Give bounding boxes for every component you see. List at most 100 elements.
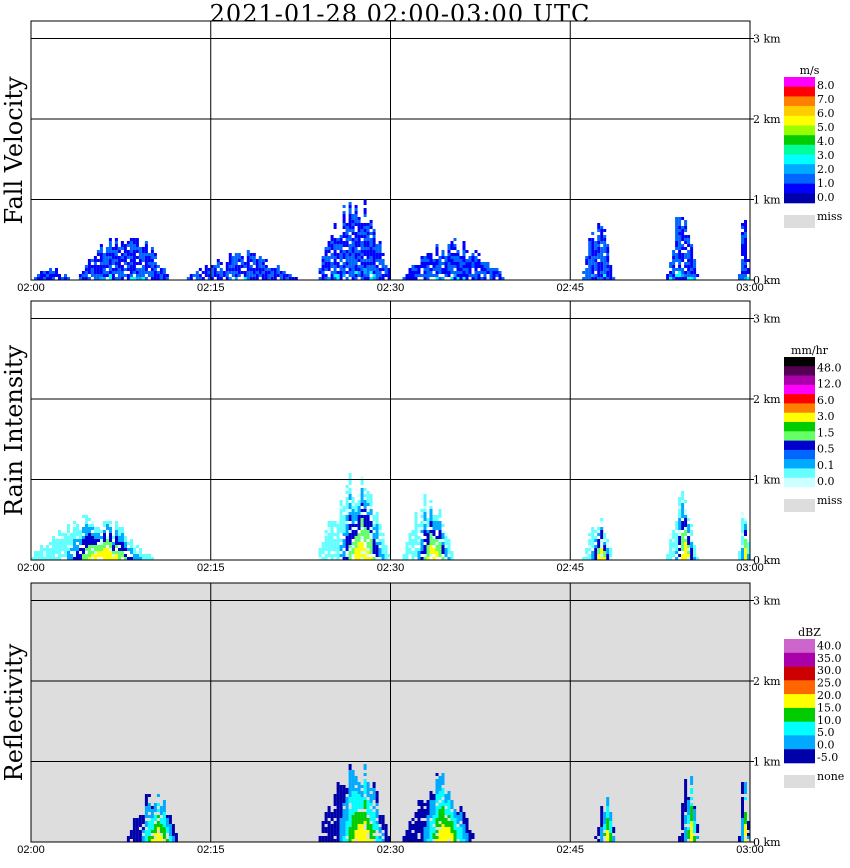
colorbar-swatch xyxy=(784,193,815,203)
colorbar-swatch xyxy=(784,366,815,376)
time-tick-label: 02:00 xyxy=(17,844,45,856)
colorbar-missing-swatch xyxy=(784,215,815,228)
colorbar-swatch xyxy=(784,478,815,488)
colorbar-swatch xyxy=(784,135,815,145)
time-tick-label: 02:00 xyxy=(17,562,45,574)
colorbar-swatch xyxy=(784,413,815,423)
colorbar-swatch xyxy=(784,680,815,694)
colorbar-label: 4.0 xyxy=(817,135,835,148)
colorbar-missing-swatch xyxy=(784,499,815,512)
colorbar-label: 6.0 xyxy=(817,394,835,407)
colorbar-unit: mm/hr xyxy=(791,344,829,357)
y-axis-label: Reflectivity xyxy=(0,643,28,781)
colorbar-label: 5.0 xyxy=(817,726,835,739)
colorbar-swatch xyxy=(784,174,815,184)
colorbar-label: 0.0 xyxy=(817,739,835,752)
colorbar-unit: m/s xyxy=(800,64,820,77)
mrr-timeheight-figure: 3 km2 km1 km0 km02:00 02:15 02:30 02:45 03:0… xyxy=(0,0,850,868)
colorbar-label: 20.0 xyxy=(817,689,842,702)
colorbar-swatch xyxy=(784,145,815,155)
colorbar-label: 3.0 xyxy=(817,410,835,423)
colorbar-swatch xyxy=(784,653,815,667)
time-tick-label: 02:45 xyxy=(556,282,584,294)
colorbar-swatch xyxy=(784,431,815,441)
time-tick-label: 02:30 xyxy=(377,844,405,856)
colorbar-swatch xyxy=(784,722,815,736)
colorbar-label: 0.0 xyxy=(817,475,835,488)
colorbar-swatch xyxy=(784,749,815,763)
colorbar-label: 35.0 xyxy=(817,652,842,665)
height-tick-label: 2 km xyxy=(753,675,781,688)
time-tick-label: 02:00 xyxy=(17,282,45,294)
colorbar-swatch xyxy=(784,694,815,708)
height-tick-label: 1 km xyxy=(753,194,781,207)
colorbar-label: 5.0 xyxy=(817,121,835,134)
colorbar-swatch xyxy=(784,77,815,87)
time-tick-label: 02:45 xyxy=(556,844,584,856)
panel-reflectivity: 3 km2 km1 km0 km02:00 02:15 02:30 02:45 03:0… xyxy=(0,583,844,856)
y-axis-label: Rain Intensity xyxy=(0,345,28,517)
y-axis-label: Fall Velocity xyxy=(0,76,28,225)
height-tick-label: 3 km xyxy=(753,33,781,46)
colorbar-label: 2.0 xyxy=(817,163,835,176)
colorbar-label: 12.0 xyxy=(817,378,842,391)
colorbar-swatch xyxy=(784,87,815,97)
colorbar-missing-label: miss xyxy=(817,210,843,223)
colorbar-missing-label: miss xyxy=(817,494,843,507)
colorbar-label: -5.0 xyxy=(817,751,838,764)
colorbar-label: 0.0 xyxy=(817,191,835,204)
colorbar-legend: m/s 8.07.06.05.04.03.02.01.00.0 miss xyxy=(784,64,843,228)
colorbar-label: 3.0 xyxy=(817,149,835,162)
colorbar-swatch xyxy=(784,106,815,116)
colorbar-swatch xyxy=(784,667,815,681)
height-tick-label: 1 km xyxy=(753,474,781,487)
colorbar-label: 48.0 xyxy=(817,361,842,374)
time-tick-label: 02:30 xyxy=(377,562,405,574)
time-tick-label: 03:00 xyxy=(736,562,764,574)
time-tick-label: 03:00 xyxy=(736,844,764,856)
colorbar-swatch xyxy=(784,164,815,174)
colorbar-missing-swatch xyxy=(784,775,815,788)
height-tick-label: 2 km xyxy=(753,113,781,126)
time-tick-label: 03:00 xyxy=(736,282,764,294)
colorbar-label: 0.1 xyxy=(817,459,835,472)
height-tick-label: 3 km xyxy=(753,595,781,608)
colorbar-swatch xyxy=(784,394,815,404)
colorbar-label: 15.0 xyxy=(817,701,842,714)
colorbar-swatch xyxy=(784,357,815,367)
colorbar-label: 1.0 xyxy=(817,177,835,190)
colorbar-swatch xyxy=(784,639,815,653)
colorbar-legend: mm/hr 48.0 12.0 6.0 3.0 1.5 0.5 0.1 0.0 miss xyxy=(784,344,843,512)
panel-fall-velocity: 3 km2 km1 km0 km02:00 02:15 02:30 02:45 03:0… xyxy=(0,21,843,294)
colorbar-legend: dBZ40.035.030.025.020.015.010.05.00.0-5.… xyxy=(784,626,844,788)
colorbar-swatch xyxy=(784,450,815,460)
colorbar-swatch xyxy=(784,96,815,106)
colorbar-swatch xyxy=(784,403,815,413)
panel-rain-intensity: 3 km2 km1 km0 km02:00 02:15 02:30 02:45 03:0… xyxy=(0,301,843,574)
colorbar-swatch xyxy=(784,385,815,395)
colorbar-label: 25.0 xyxy=(817,677,842,690)
colorbar-label: 30.0 xyxy=(817,664,842,677)
height-tick-label: 1 km xyxy=(753,756,781,769)
time-tick-label: 02:15 xyxy=(197,562,225,574)
colorbar-swatch xyxy=(784,441,815,451)
colorbar-swatch xyxy=(784,459,815,469)
colorbar-swatch xyxy=(784,468,815,478)
colorbar-missing-label: none xyxy=(817,770,844,783)
height-tick-label: 2 km xyxy=(753,393,781,406)
time-tick-label: 02:15 xyxy=(197,844,225,856)
colorbar-swatch xyxy=(784,708,815,722)
time-tick-label: 02:45 xyxy=(556,562,584,574)
colorbar-label: 8.0 xyxy=(817,79,835,92)
time-tick-label: 02:15 xyxy=(197,282,225,294)
colorbar-swatch xyxy=(784,735,815,749)
time-tick-label: 02:30 xyxy=(377,282,405,294)
colorbar-swatch xyxy=(784,155,815,165)
colorbar-swatch xyxy=(784,126,815,136)
colorbar-swatch xyxy=(784,376,815,386)
height-tick-label: 3 km xyxy=(753,313,781,326)
colorbar-label: 1.5 xyxy=(817,426,835,439)
colorbar-label: 40.0 xyxy=(817,639,842,652)
colorbar-label: 0.5 xyxy=(817,443,835,456)
colorbar-label: 7.0 xyxy=(817,93,835,106)
